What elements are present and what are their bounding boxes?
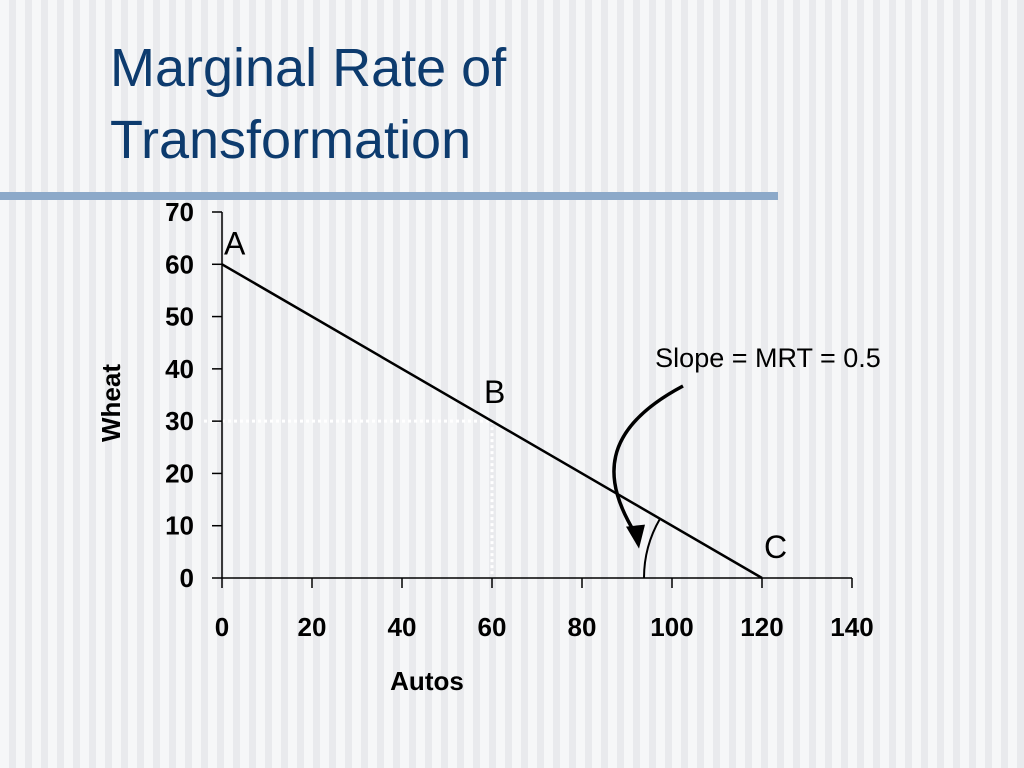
point-label-b: B [484, 374, 505, 410]
x-tick-label: 80 [568, 612, 597, 642]
point-label-a: A [224, 225, 246, 261]
slope-annotation: Slope = MRT = 0.5 [655, 343, 881, 373]
annotation-arrow [612, 384, 684, 536]
guide-lines [204, 419, 494, 578]
ppf-line [221, 263, 763, 580]
x-tick-label: 100 [650, 612, 693, 642]
arrowhead-icon [626, 524, 645, 549]
y-tick-label: 20 [165, 458, 194, 488]
point-label-c: C [764, 529, 787, 565]
title-line-1: Marginal Rate of [110, 38, 507, 98]
slope-angle-arc [643, 518, 661, 579]
x-tick-label: 60 [478, 612, 507, 642]
series [221, 263, 763, 580]
x-axis-title: Autos [390, 666, 464, 696]
axes [221, 212, 852, 579]
title-divider [0, 192, 778, 200]
y-tick-label: 50 [165, 302, 194, 332]
x-tick-label: 0 [215, 612, 229, 642]
ticks: 0 10 20 30 40 50 60 70 0 20 40 60 80 100 120 140 [165, 197, 874, 642]
labels: Autos Wheat A B C [96, 225, 787, 696]
x-tick-label: 120 [740, 612, 783, 642]
y-tick-label: 60 [165, 249, 194, 279]
x-tick-label: 40 [388, 612, 417, 642]
x-tick-label: 140 [830, 612, 873, 642]
y-tick-label: 10 [165, 511, 194, 541]
y-axis-title: Wheat [96, 364, 126, 442]
y-tick-label: 0 [180, 563, 194, 593]
y-tick-label: 30 [165, 406, 194, 436]
x-tick-label: 20 [298, 612, 327, 642]
y-tick-label: 40 [165, 354, 194, 384]
slide-title: Marginal Rate of Transformation [110, 32, 870, 176]
title-line-2: Transformation [110, 110, 472, 170]
annotation-layer: Slope = MRT = 0.5 [612, 343, 881, 579]
y-tick-label: 70 [165, 197, 194, 227]
